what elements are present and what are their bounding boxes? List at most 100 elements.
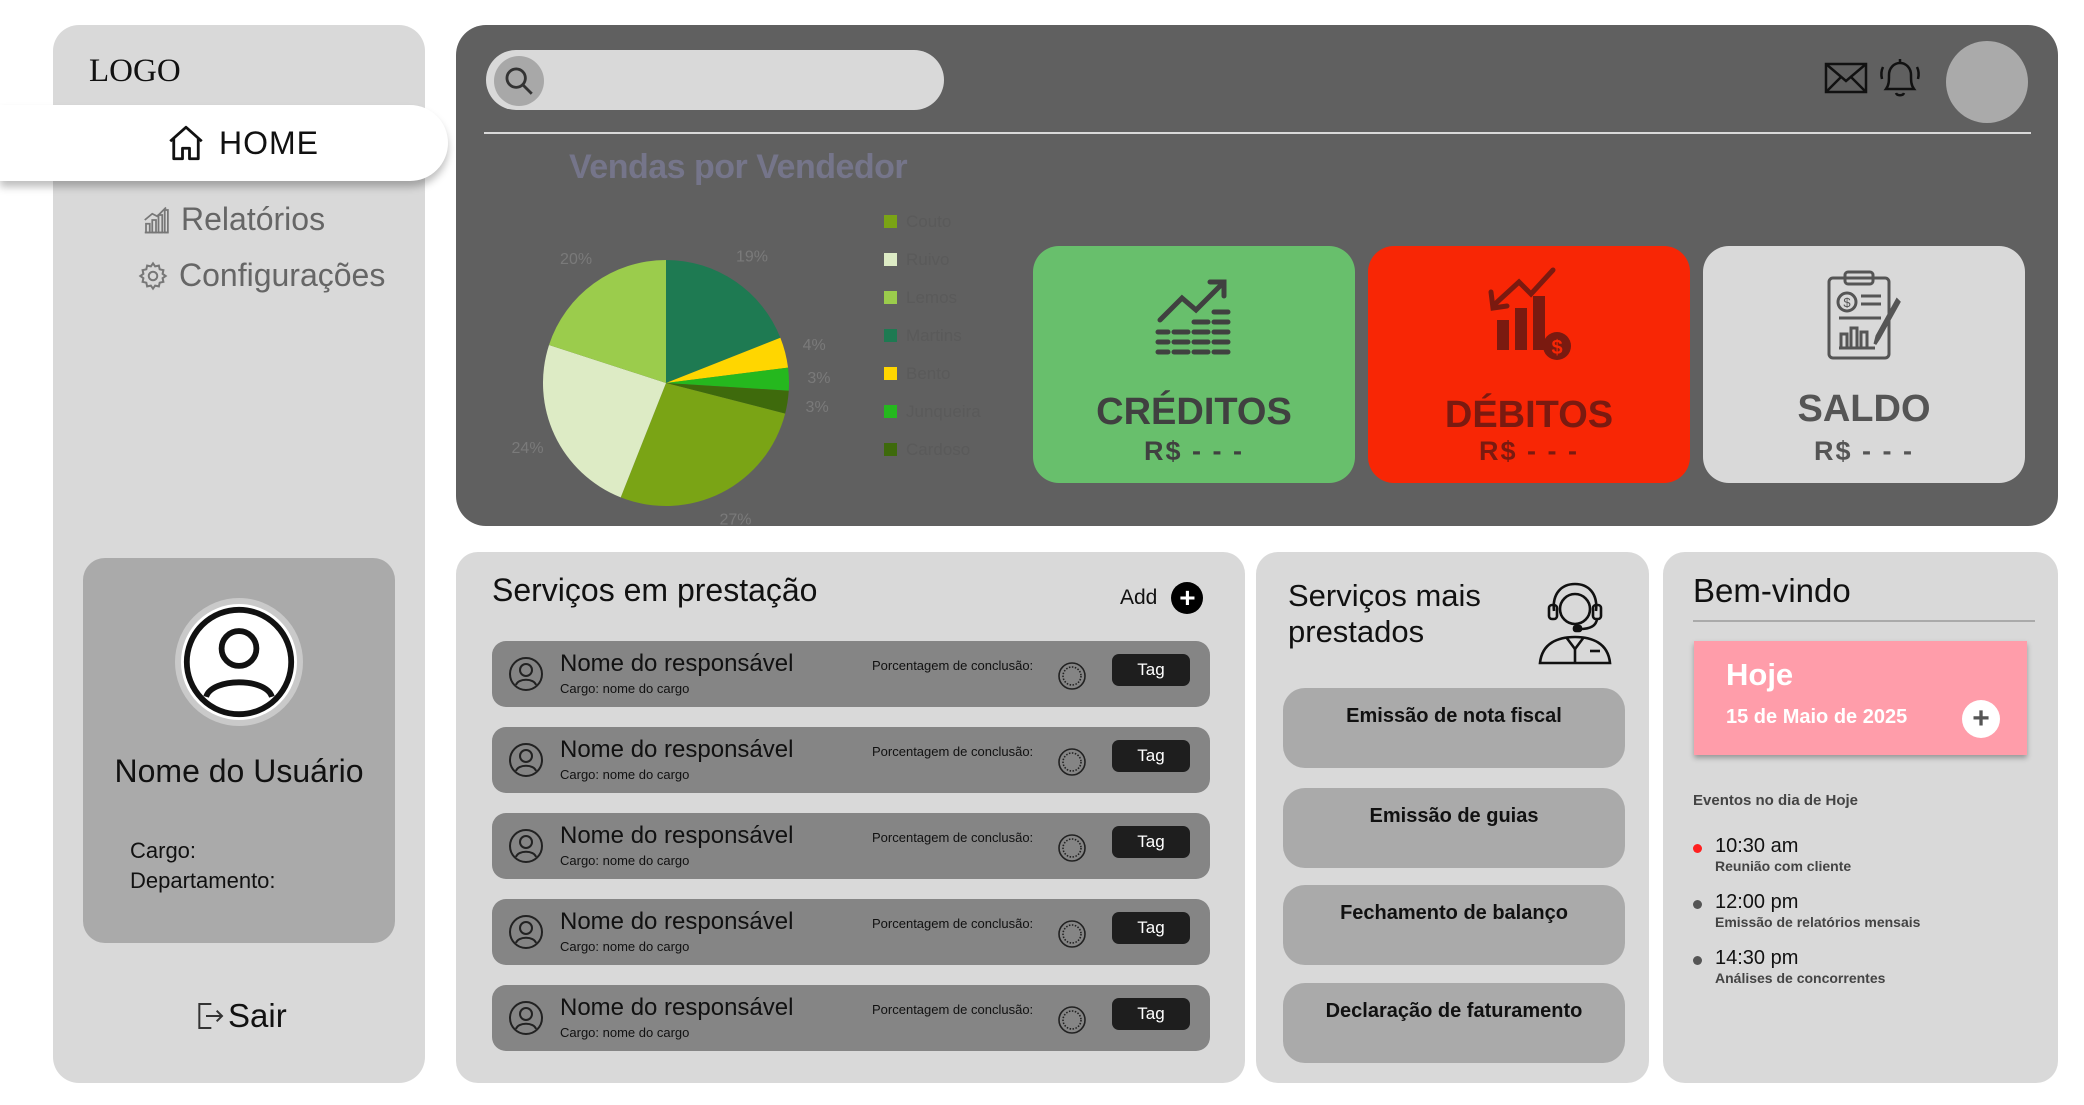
progress-dial-icon — [1058, 834, 1086, 862]
user-icon — [509, 743, 543, 777]
pie-percent-label: 3% — [806, 399, 829, 416]
avatar[interactable] — [175, 598, 303, 726]
add-service-button[interactable]: Add + — [1120, 582, 1204, 614]
service-row[interactable]: Nome do responsável Cargo: nome do cargo P… — [492, 985, 1210, 1051]
service-row[interactable]: Nome do responsável Cargo: nome do cargo P… — [492, 899, 1210, 965]
sidebar-item-label: Configurações — [179, 257, 386, 293]
pie-percent-label: 20% — [560, 251, 592, 268]
responsible-name: Nome do responsável — [560, 908, 794, 935]
pie-chart: 19% 4% 3% 3% 27% 24% 20% Couto Ruivo Lemos Martins… — [512, 212, 982, 525]
growth-chart-icon — [1155, 279, 1231, 355]
pie-percent-label: 3% — [807, 370, 830, 387]
event-item[interactable]: 10:30 am Reunião com cliente — [1693, 835, 1851, 874]
top-service-item[interactable]: Emissão de nota fiscal — [1283, 688, 1625, 768]
event-item[interactable]: 12:00 pm Emissão de relatórios mensais — [1693, 891, 1921, 930]
responsible-name: Nome do responsável — [560, 736, 794, 763]
pie-slice-ruivo[interactable] — [543, 344, 666, 498]
welcome-divider — [1693, 620, 2035, 622]
sidebar-item-settings[interactable]: Configurações — [137, 257, 385, 294]
clipboard-report-icon: $ — [1827, 270, 1901, 360]
top-service-item[interactable]: Emissão de guias — [1283, 788, 1625, 868]
top-service-item[interactable]: Declaração de faturamento — [1283, 983, 1625, 1063]
user-card: Nome do Usuário Cargo: Departamento: — [83, 558, 395, 943]
pie-slice-lemos[interactable] — [549, 260, 666, 383]
responsible-cargo: Cargo: nome do cargo — [560, 767, 690, 782]
add-event-button[interactable]: + — [1962, 700, 2000, 738]
top-services-title: Serviços mais prestados — [1288, 578, 1481, 649]
pie-percent-label: 24% — [512, 440, 544, 457]
bell-icon[interactable] — [1878, 55, 1922, 101]
event-item[interactable]: 14:30 pm Análises de concorrentes — [1693, 947, 1886, 986]
search-icon[interactable] — [494, 56, 544, 106]
top-service-item[interactable]: Fechamento de balanço — [1283, 885, 1625, 965]
responsible-name: Nome do responsável — [560, 650, 794, 677]
legend-swatch — [884, 405, 897, 418]
today-date: 15 de Maio de 2025 — [1726, 706, 1908, 728]
tag-badge[interactable]: Tag — [1112, 998, 1190, 1030]
gear-icon — [138, 261, 168, 290]
logout-icon — [198, 1003, 224, 1029]
balance-card[interactable]: $ SALDO R$ - - - — [1703, 246, 2025, 483]
progress-label: Porcentagem de conclusão: — [872, 744, 1034, 759]
legend-swatch — [884, 215, 897, 228]
sidebar-item-home[interactable]: HOME — [0, 105, 448, 181]
pie-slice-cardoso[interactable] — [666, 383, 789, 414]
sidebar-item-reports[interactable]: Relatórios — [141, 201, 325, 238]
responsible-cargo: Cargo: nome do cargo — [560, 1025, 690, 1040]
services-panel: Serviços em prestação Add + Nome do resp… — [456, 552, 1245, 1083]
mail-icon[interactable] — [1824, 61, 1868, 95]
today-card[interactable]: Hoje 15 de Maio de 2025 + — [1694, 641, 2027, 755]
tag-badge[interactable]: Tag — [1112, 740, 1190, 772]
progress-label: Porcentagem de conclusão: — [872, 1002, 1034, 1017]
progress-label: Porcentagem de conclusão: — [872, 916, 1034, 931]
responsible-cargo: Cargo: nome do cargo — [560, 853, 690, 868]
pie-slice-bento[interactable] — [666, 337, 789, 383]
user-cargo-label: Cargo: — [130, 838, 197, 863]
progress-dial-icon — [1058, 662, 1086, 690]
tag-badge[interactable]: Tag — [1112, 826, 1190, 858]
user-icon — [509, 829, 543, 863]
debits-value: R$ - - - — [1479, 436, 1579, 466]
loss-chart-icon: $ — [1488, 267, 1571, 360]
responsible-cargo: Cargo: nome do cargo — [560, 681, 690, 696]
services-title: Serviços em prestação — [492, 572, 818, 608]
plus-icon: + — [1171, 582, 1204, 614]
service-row[interactable]: Nome do responsável Cargo: nome do cargo P… — [492, 641, 1210, 707]
event-description: Análises de concorrentes — [1715, 970, 1886, 986]
user-icon — [509, 657, 543, 691]
balance-value: R$ - - - — [1814, 436, 1914, 466]
legend-swatch — [884, 253, 897, 266]
dashboard-header-panel: Vendas por Vendedor 19% 4% 3% 3% 27% 24% 20% Co… — [456, 25, 2058, 526]
user-icon — [509, 1001, 543, 1035]
search-input[interactable] — [552, 50, 932, 110]
search-bar[interactable] — [486, 50, 944, 110]
legend-label: Ruivo — [906, 250, 949, 269]
pie-percent-label: 4% — [803, 337, 826, 354]
avatar[interactable] — [1946, 41, 2028, 123]
sidebar-item-label: HOME — [219, 124, 319, 161]
pie-slice-junqueira[interactable] — [666, 367, 789, 391]
pie-percent-label: 19% — [736, 248, 768, 265]
event-description: Emissão de relatórios mensais — [1715, 914, 1921, 930]
pie-slice-couto[interactable] — [620, 383, 786, 507]
pie-slice-martins[interactable] — [666, 260, 781, 383]
bar-chart-icon — [144, 206, 169, 233]
today-label: Hoje — [1726, 657, 1794, 692]
tag-badge[interactable]: Tag — [1112, 654, 1190, 686]
logout-button[interactable]: Sair — [194, 997, 287, 1035]
event-time: 10:30 am — [1715, 835, 1799, 857]
credits-card[interactable]: CRÉDITOS R$ - - - — [1033, 246, 1355, 483]
top-services-panel: Serviços mais prestados Emissão de nota … — [1256, 552, 1649, 1083]
sidebar: LOGO HOME Relatórios Configurações Nome … — [0, 25, 448, 1083]
service-row[interactable]: Nome do responsável Cargo: nome do cargo P… — [492, 813, 1210, 879]
tag-badge[interactable]: Tag — [1112, 912, 1190, 944]
responsible-name: Nome do responsável — [560, 994, 794, 1021]
svg-text:$: $ — [1843, 295, 1851, 310]
user-department-label: Departamento: — [130, 868, 276, 893]
responsible-cargo: Cargo: nome do cargo — [560, 939, 690, 954]
debits-card[interactable]: $ DÉBITOS R$ - - - — [1368, 246, 1690, 483]
balance-title: SALDO — [1797, 388, 1931, 430]
sidebar-item-label: Relatórios — [181, 201, 326, 237]
logo: LOGO — [89, 53, 181, 89]
service-row[interactable]: Nome do responsável Cargo: nome do cargo P… — [492, 727, 1210, 793]
